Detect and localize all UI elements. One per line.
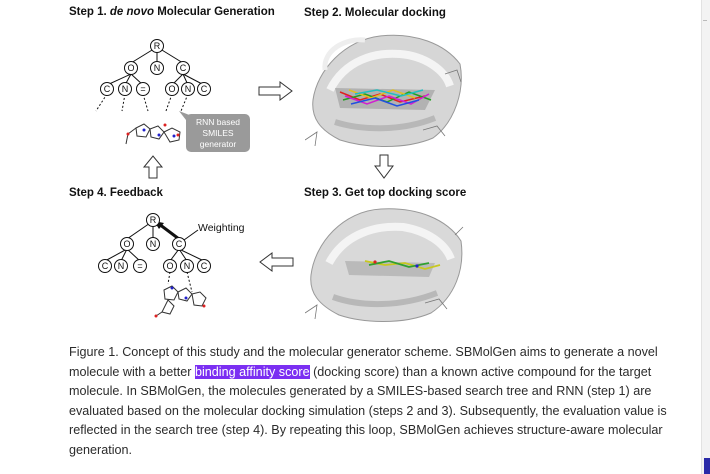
arrow-left-icon xyxy=(259,252,294,272)
svg-text:R: R xyxy=(150,215,157,225)
svg-text:Weighting: Weighting xyxy=(198,222,245,234)
svg-text:R: R xyxy=(154,41,161,51)
svg-text:N: N xyxy=(154,63,161,73)
svg-text:=: = xyxy=(140,84,145,94)
svg-text:N: N xyxy=(122,84,129,94)
caption-highlight[interactable]: binding affinity score xyxy=(195,364,310,379)
feedback-tree-diagram: R O N C C N = O N C Weighting xyxy=(98,213,245,318)
svg-text:C: C xyxy=(180,63,187,73)
svg-text:C: C xyxy=(104,84,111,94)
svg-text:C: C xyxy=(201,84,208,94)
svg-text:O: O xyxy=(166,261,173,271)
svg-text:N: N xyxy=(185,84,192,94)
step4-title: Step 4. Feedback xyxy=(69,187,163,199)
step3-title: Step 3. Get top docking score xyxy=(304,187,467,199)
svg-text:C: C xyxy=(176,239,183,249)
scrollbar-thumb[interactable] xyxy=(704,458,710,474)
figure-caption: Figure 1. Concept of this study and the … xyxy=(69,343,681,461)
svg-text:O: O xyxy=(123,239,130,249)
svg-text:N: N xyxy=(150,239,157,249)
svg-text:C: C xyxy=(102,261,109,271)
arrow-up-icon xyxy=(142,155,164,179)
svg-text:O: O xyxy=(127,63,134,73)
scrollbar-marker xyxy=(703,20,707,21)
caption-text-start: Figure 1. Concept of this study and the … xyxy=(69,345,658,379)
svg-text:SMILES: SMILES xyxy=(202,128,234,138)
svg-text:N: N xyxy=(184,261,191,271)
svg-text:=: = xyxy=(137,261,142,271)
arrow-down-icon xyxy=(374,154,394,179)
step2-title: Step 2. Molecular docking xyxy=(304,7,446,19)
search-tree-diagram: R O N C C N = O N C RNN based SMILES gen xyxy=(95,39,250,152)
docking-image-step3 xyxy=(305,208,464,322)
vertical-scrollbar[interactable] xyxy=(701,0,710,474)
svg-text:O: O xyxy=(168,84,175,94)
caption-text-end: (docking score) than a known active comp… xyxy=(69,364,667,457)
arrow-right-icon xyxy=(258,81,293,101)
svg-text:C: C xyxy=(201,261,208,271)
step1-title: Step 1. de novo Molecular Generation xyxy=(69,6,275,18)
svg-text:RNN based: RNN based xyxy=(196,117,240,127)
svg-text:generator: generator xyxy=(200,139,237,149)
svg-text:N: N xyxy=(118,261,125,271)
docking-image-step2 xyxy=(305,34,462,147)
